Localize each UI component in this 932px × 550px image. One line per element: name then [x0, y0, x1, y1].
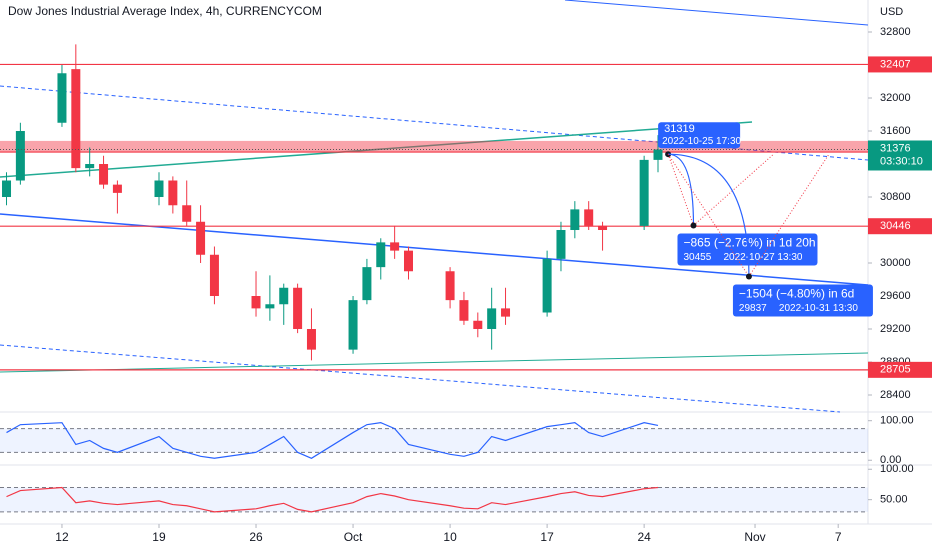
candle-body: [265, 304, 275, 309]
projection-target: [745, 273, 752, 280]
y-tick-label: 29600: [880, 290, 911, 302]
candle-body: [653, 149, 663, 160]
candle-body: [390, 242, 400, 251]
candle-body: [306, 329, 316, 350]
y-tick-label: 100.00: [880, 463, 914, 475]
candle-body: [293, 287, 303, 330]
candle-body: [251, 296, 261, 309]
candle-body: [598, 225, 608, 231]
x-tick-label: 19: [152, 530, 166, 544]
candle-body: [459, 300, 469, 321]
projection-value: 30455: [683, 252, 711, 263]
candle-body: [279, 287, 289, 305]
y-tick-label: 30800: [880, 191, 911, 203]
projection-guide: [667, 153, 750, 277]
level-label: 32407: [880, 58, 911, 70]
projection-return: [748, 153, 830, 277]
indicator-line: [6, 486, 659, 513]
chart-title: Dow Jones Industrial Average Index, 4h, …: [8, 4, 322, 18]
candle-body: [542, 258, 552, 313]
x-tick-label: 26: [249, 530, 263, 544]
trend-line-dashed: [0, 344, 841, 413]
x-tick-label: Nov: [744, 530, 765, 544]
candle-body: [71, 69, 81, 169]
y-tick-label: 28400: [880, 389, 911, 401]
projection-target: [690, 222, 697, 229]
candle-body: [209, 254, 219, 297]
level-label-bg: [868, 361, 932, 378]
x-tick-label: Oct: [344, 530, 363, 544]
y-tick-label: 0.00: [880, 454, 901, 466]
trend-line-dashed: [0, 85, 869, 161]
y-tick-label: 50.00: [880, 494, 908, 506]
countdown-label: 03:30:10: [880, 155, 923, 167]
last-price-bg: [868, 140, 932, 171]
indicator-band: [0, 487, 868, 512]
candle-body: [376, 242, 386, 268]
level-label: 28705: [880, 364, 911, 376]
candle-body: [362, 267, 372, 301]
candle-body: [112, 184, 122, 193]
currency-label: USD: [880, 6, 903, 18]
projection-value: 29837: [739, 303, 767, 314]
x-tick-label: 17: [540, 530, 554, 544]
last-price-label: 31376: [880, 142, 911, 154]
projection-arrow: [668, 153, 750, 277]
candle-body: [487, 308, 497, 330]
candle-body: [2, 180, 12, 198]
projection-guide: [667, 154, 694, 226]
x-tick-label: 12: [55, 530, 69, 544]
projection-start-value: 31319: [664, 123, 695, 135]
candle-body: [556, 230, 566, 259]
candle-body: [15, 131, 25, 181]
projection-date: 2022-10-27 13:30: [723, 252, 802, 263]
y-tick-label: 31600: [880, 125, 911, 137]
trend-line: [564, 0, 869, 26]
candle-body: [403, 250, 413, 272]
candle-body: [154, 180, 164, 198]
projection-change: −865 (−2.76%) in 1d 20h: [683, 236, 815, 250]
candle-body: [473, 320, 483, 330]
projection-start-date: 2022-10-25 17:30: [662, 136, 741, 147]
y-tick-label: 29200: [880, 323, 911, 335]
candle-body: [584, 209, 594, 226]
candle-body: [196, 221, 206, 255]
projection-date: 2022-10-31 13:30: [779, 303, 858, 314]
level-label-bg: [868, 56, 932, 73]
projection-change: −1504 (−4.80%) in 6d: [739, 287, 854, 301]
indicator-band: [0, 428, 868, 453]
candle-body: [639, 159, 649, 226]
projection-start-box: [658, 122, 741, 149]
level-label-bg: [868, 218, 932, 235]
candle-body: [99, 164, 109, 185]
candle-body: [348, 300, 358, 350]
x-tick-label: 7: [835, 530, 842, 544]
candle-body: [501, 308, 511, 317]
candle-body: [168, 180, 178, 206]
x-tick-label: 24: [637, 530, 651, 544]
level-label: 30446: [880, 220, 911, 232]
x-tick-label: 10: [443, 530, 457, 544]
candle-body: [445, 271, 455, 301]
y-tick-label: 30000: [880, 257, 911, 269]
projection-box: [732, 284, 873, 317]
y-tick-label: 100.00: [880, 415, 914, 427]
candle-body: [570, 209, 580, 231]
indicator-line: [6, 422, 659, 459]
candle-body: [182, 205, 192, 222]
candle-body: [57, 73, 67, 123]
y-tick-label: 32000: [880, 92, 911, 104]
y-tick-label: 32800: [880, 26, 911, 38]
price-zone: [0, 140, 868, 153]
trend-line: [0, 352, 869, 373]
candle-body: [85, 164, 95, 169]
